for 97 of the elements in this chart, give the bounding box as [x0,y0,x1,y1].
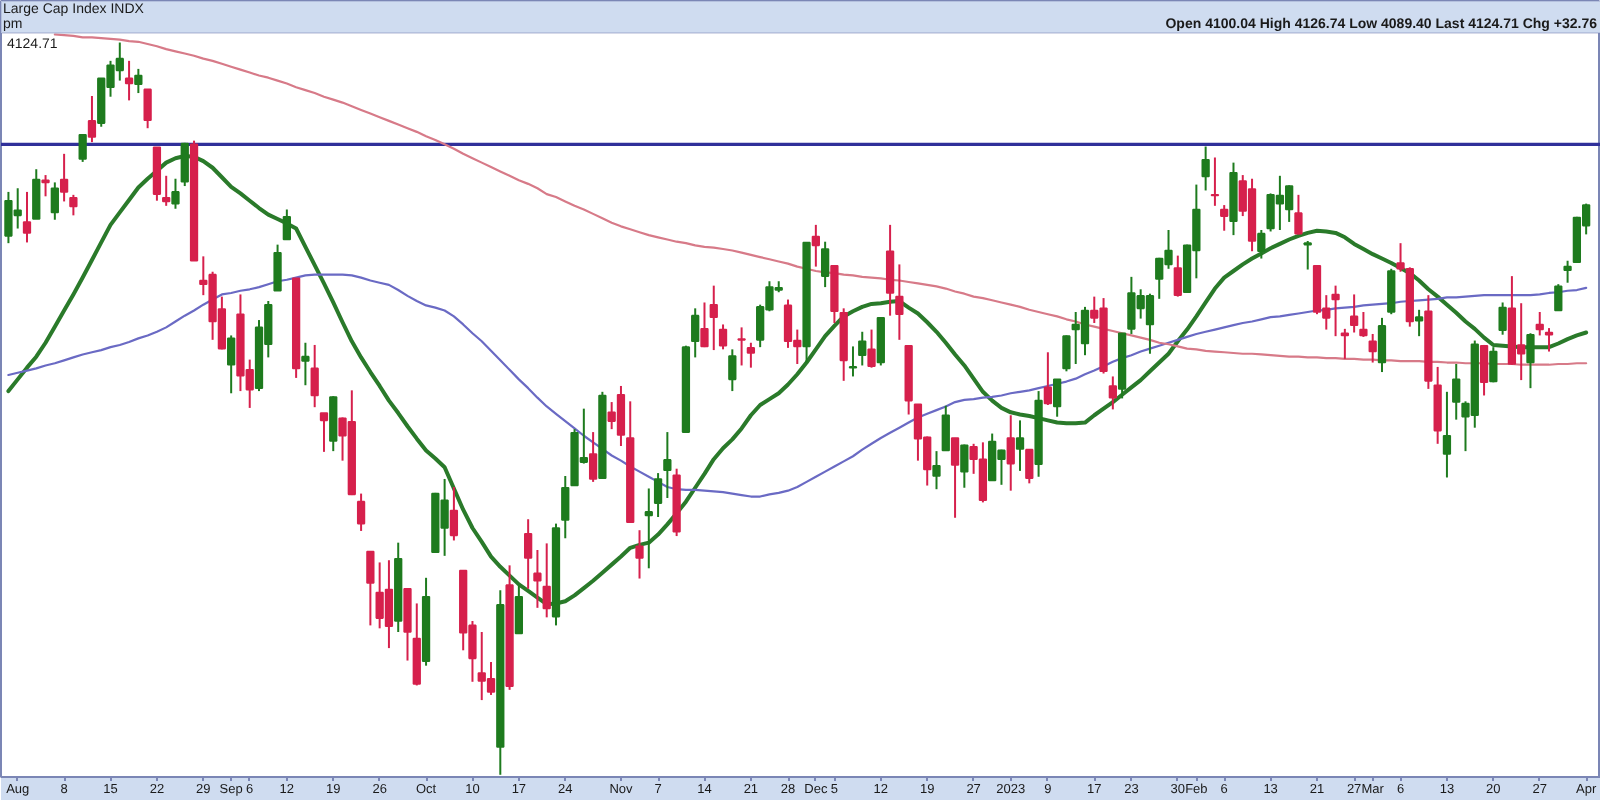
candlestick [876,316,885,367]
candlestick [588,431,598,483]
candlestick [1294,193,1303,236]
candlestick [867,328,876,369]
candlestick [227,334,236,395]
candlestick [1220,204,1229,232]
candlestick [282,208,291,241]
candlestick [1377,316,1387,374]
candlestick [310,343,319,409]
candlestick [384,559,394,650]
candlestick [1043,351,1053,406]
candlestick [1210,156,1220,207]
candlestick [644,487,653,570]
candlestick [1535,311,1544,337]
candlestick [1053,378,1062,418]
candlestick [1303,239,1312,271]
candlestick [1201,145,1210,192]
candlestick [960,443,969,489]
candlestick [718,323,728,351]
candlestick [1387,267,1396,316]
candlestick [412,602,421,687]
candlestick [1498,301,1507,336]
candlestick [691,307,700,359]
candlestick [319,412,329,453]
candlestick [41,174,50,198]
candlestick [653,472,663,519]
candlestick [50,181,59,221]
candlestick [616,384,626,447]
candlestick [830,264,839,324]
candlestick [1554,283,1563,312]
candlestick [1025,448,1034,485]
candlestick [1062,334,1071,373]
candlestick [171,177,180,210]
candlestick [663,431,672,499]
candlestick [1006,414,1015,492]
candlestick [1489,346,1498,384]
candlestick [152,146,162,202]
candlestick [1526,332,1535,390]
candlestick [542,542,551,619]
candlestick [885,223,895,317]
candlestick [561,475,570,540]
candlestick [858,330,867,367]
candlestick [820,240,830,289]
candlestick [449,486,459,542]
candlestick [162,174,171,207]
candlestick [1257,228,1266,260]
candlestick [1563,259,1572,284]
candlestick [746,341,756,369]
candlestick [1479,343,1489,397]
candlestick [78,133,87,163]
candlestick [273,243,282,292]
candlestick [356,492,366,532]
candlestick [329,395,338,453]
candlestick [1015,419,1025,472]
candlestick [366,550,375,627]
candlestick [87,94,97,144]
candlestick [848,345,858,378]
candlestick [1080,305,1090,357]
candlestick [1331,284,1340,338]
candlestick [486,661,496,696]
candlestick [941,404,950,452]
candlestick [1108,375,1117,411]
candlestick [1433,365,1442,445]
candlestick [134,67,143,95]
candlestick [143,88,152,130]
candlestick [22,190,32,244]
candlestick [403,587,412,662]
candlestick [1368,332,1377,364]
candlestick [1349,293,1359,334]
candlestick [913,403,923,462]
candlestick [59,152,69,203]
candlestick [1340,327,1349,360]
candlestick [1173,254,1182,298]
candlestick [1442,390,1452,479]
candlestick [635,529,644,580]
candlestick [783,298,793,349]
candlestick [301,341,310,387]
candlestick [1544,327,1554,353]
candlestick [1452,362,1461,421]
candlestick [524,518,533,590]
candlestick [932,450,941,491]
candlestick [709,284,718,352]
candlestick [533,548,542,609]
candlestick [895,263,904,341]
candlestick [1359,311,1368,338]
candlestick [1414,308,1424,338]
candlestick [1145,292,1155,355]
candlestick [700,301,709,349]
candlestick [950,436,960,519]
candlestick [69,193,78,217]
candlestick [32,168,41,221]
candlestick [811,223,820,268]
candlestick [728,348,737,393]
candlestick [737,326,746,367]
candlestick [839,307,848,382]
candlestick [124,59,134,102]
candlestick [1312,264,1322,316]
